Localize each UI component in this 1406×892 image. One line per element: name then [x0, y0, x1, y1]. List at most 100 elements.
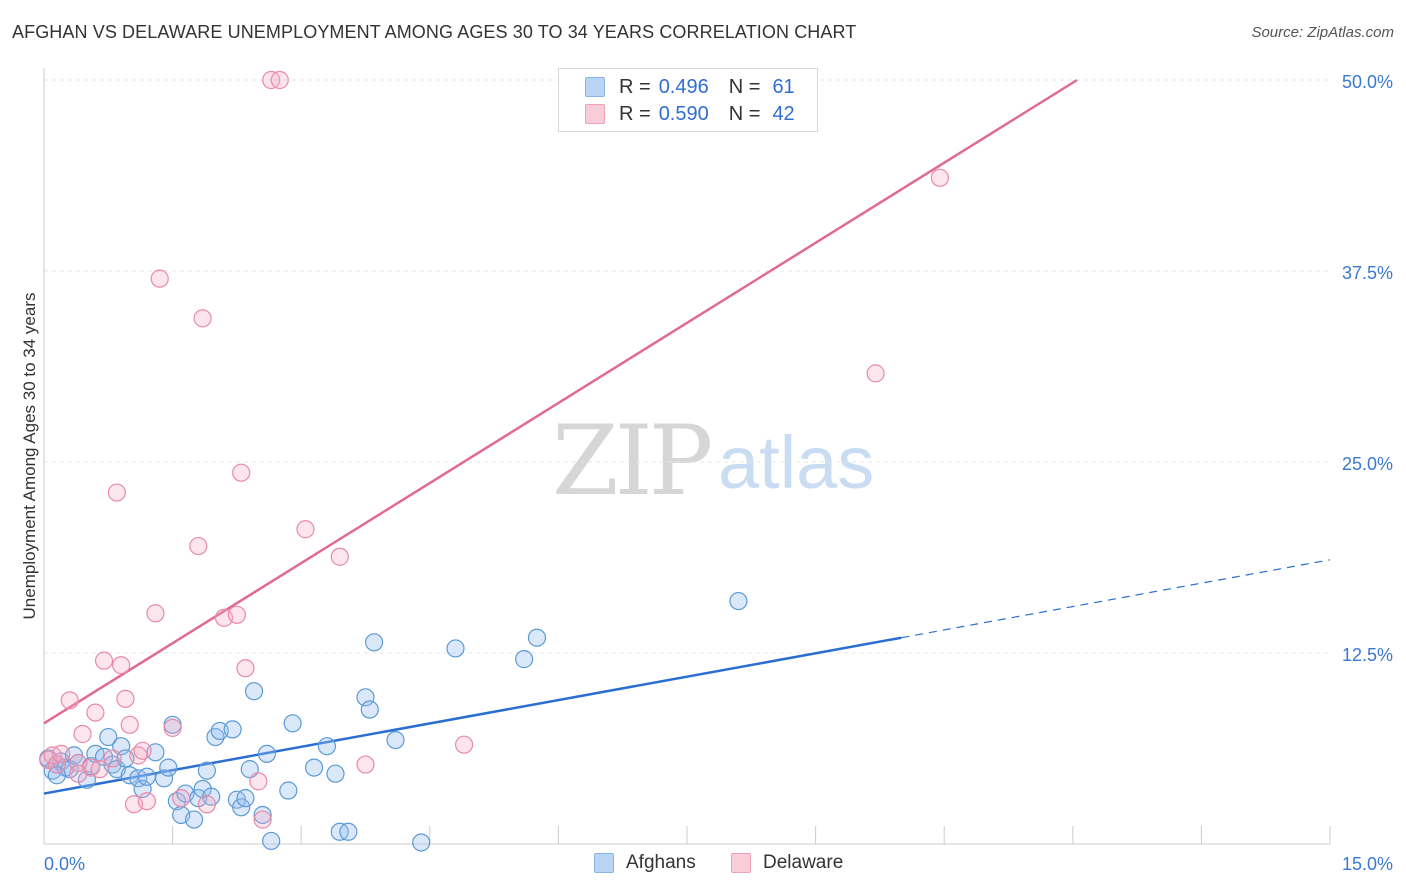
afghans-point — [515, 650, 534, 669]
delaware-point — [69, 764, 88, 783]
x-tick-label: 0.0% — [44, 854, 85, 874]
y-tick-label: 50.0% — [1342, 72, 1393, 92]
delaware-point — [330, 547, 349, 566]
afghans-point — [262, 831, 281, 851]
delaware-point — [253, 810, 272, 829]
trend-lines — [43, 78, 1331, 795]
delaware-point — [47, 755, 66, 774]
tick-labels: 12.5% 25.0% 37.5% 50.0% 0.0% 15.0% — [44, 72, 1393, 874]
afghans-point — [154, 769, 174, 788]
afghans-point — [244, 682, 264, 701]
delaware-point — [73, 724, 92, 744]
delaware-trend-line — [43, 78, 1078, 725]
legend-swatch-afghans — [585, 77, 605, 97]
bottom-legend-delaware: Delaware — [731, 852, 843, 874]
afghans-point — [339, 822, 358, 841]
delaware-point — [103, 749, 122, 768]
delaware-label: Delaware — [763, 852, 844, 873]
afghans-point — [197, 761, 216, 780]
bottom-legend: Afghans Delaware — [0, 852, 1406, 878]
watermark-zip: ZIP — [552, 405, 713, 517]
afghans-point — [159, 758, 178, 777]
y-tick-label: 25.0% — [1342, 454, 1393, 474]
delaware-point — [236, 659, 255, 678]
afghans-swatch — [594, 853, 614, 873]
afghans-point — [184, 810, 204, 829]
delaware-point — [193, 309, 212, 328]
delaware-point — [866, 364, 885, 383]
afghans-label: Afghans — [626, 852, 696, 873]
afghans-point — [446, 639, 465, 658]
delaware-point — [189, 536, 208, 556]
delaware-point — [116, 689, 135, 708]
axes — [43, 68, 1331, 845]
afghans-point — [137, 767, 156, 786]
delaware-point — [227, 605, 246, 624]
afghans-point — [253, 805, 272, 825]
delaware-point — [146, 604, 165, 623]
delaware-point — [163, 718, 182, 737]
legend-r-label: R = — [619, 75, 651, 98]
source-label: Source: ZipAtlas.com — [1251, 24, 1394, 41]
delaware-point — [356, 755, 375, 774]
afghans-point — [257, 744, 277, 763]
delaware-swatch — [731, 853, 751, 873]
afghans-point — [360, 700, 379, 719]
afghans-point — [47, 766, 66, 785]
afghans-point — [304, 758, 324, 777]
delaware-point — [60, 691, 79, 710]
delaware-point — [52, 744, 71, 763]
delaware-point — [232, 463, 251, 482]
delaware-point — [197, 795, 216, 814]
delaware-point — [90, 760, 109, 779]
afghans-point — [326, 764, 345, 783]
afghans-point — [236, 789, 255, 808]
afghans-point — [223, 720, 242, 739]
delaware-point — [270, 70, 289, 90]
delaware-point — [930, 168, 950, 187]
afghans-point — [283, 714, 302, 733]
legend-n-value: 42 — [772, 102, 795, 125]
afghans-point — [232, 798, 251, 817]
delaware-point — [120, 715, 139, 734]
afghans-trend-extension — [901, 559, 1331, 639]
afghans-point — [279, 781, 298, 800]
legend-row-afghans: R = 0.496 N = 61 — [585, 75, 795, 99]
chart-title: AFGHAN VS DELAWARE UNEMPLOYMENT AMONG AG… — [12, 22, 857, 42]
grid-lines — [44, 79, 1330, 654]
delaware-point — [107, 483, 126, 502]
delaware-point — [249, 772, 268, 791]
legend-n-label: N = — [728, 102, 761, 125]
delaware-point — [296, 520, 315, 539]
legend-row-delaware: R = 0.590 N = 42 — [585, 102, 795, 126]
legend-swatch-delaware — [585, 104, 605, 124]
delaware-point — [150, 269, 169, 288]
data-points — [39, 70, 950, 852]
bottom-legend-afghans: Afghans — [594, 852, 696, 874]
delaware-point — [112, 656, 131, 675]
x-tick-label: 15.0% — [1342, 854, 1393, 874]
afghans-point — [729, 591, 748, 611]
delaware-point — [94, 651, 114, 670]
delaware-point — [172, 789, 191, 808]
afghans-point — [317, 737, 337, 756]
delaware-point — [137, 792, 156, 811]
y-tick-label: 37.5% — [1342, 263, 1393, 283]
legend-r-label: R = — [619, 102, 651, 125]
legend: R = 0.496 N = 61 R = 0.590 N = 42 — [558, 68, 818, 132]
legend-n-value: 61 — [772, 75, 795, 98]
legend-r-value: 0.496 — [658, 75, 709, 98]
afghans-point — [99, 727, 118, 747]
afghans-point — [412, 833, 431, 852]
legend-n-label: N = — [728, 75, 761, 98]
delaware-point — [133, 741, 152, 760]
delaware-point — [86, 703, 105, 722]
afghans-point — [527, 628, 547, 647]
delaware-point — [454, 735, 474, 754]
afghans-point — [386, 730, 405, 750]
legend-r-value: 0.590 — [658, 102, 709, 125]
afghans-point — [364, 633, 384, 652]
afghans-trend-line — [43, 636, 902, 795]
y-tick-label: 12.5% — [1342, 645, 1393, 665]
